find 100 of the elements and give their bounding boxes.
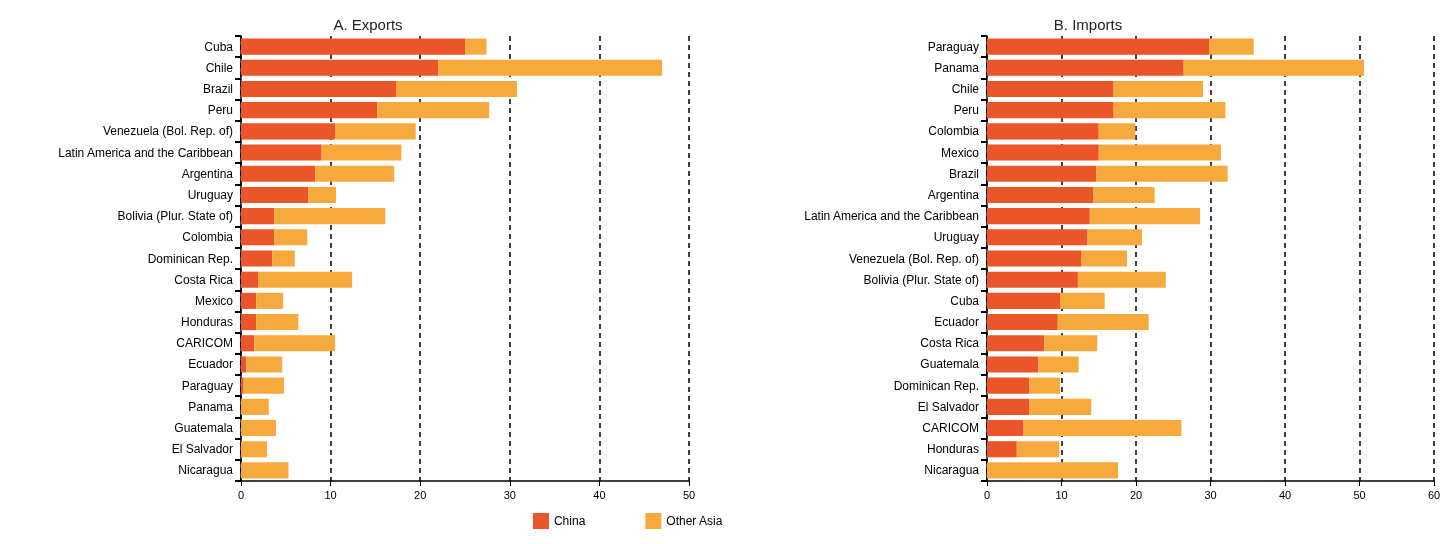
bar: [241, 250, 273, 267]
x-tick-label: 10: [1055, 488, 1068, 501]
bar: [987, 144, 1099, 161]
y-tick-label: Ecuador: [934, 315, 979, 330]
y-tick-label: Cuba: [204, 39, 234, 54]
x-tick-label: 40: [593, 488, 606, 501]
x-tick-label: 20: [414, 488, 427, 501]
y-tick-label: Ecuador: [188, 357, 233, 372]
bar: [1077, 271, 1166, 288]
x-tick-label: 50: [1353, 488, 1366, 501]
bar: [1057, 314, 1149, 331]
bar: [1029, 398, 1092, 415]
y-tick-label: Nicaragua: [178, 463, 234, 478]
y-tick-label: CARICOM: [176, 336, 233, 351]
y-tick-label: El Salvador: [171, 442, 233, 457]
bar: [241, 59, 439, 76]
bar: [1044, 335, 1098, 352]
x-tick-label: 60: [1427, 488, 1441, 501]
bar: [396, 80, 517, 98]
bar: [258, 271, 353, 288]
bar: [987, 59, 1184, 76]
bar: [256, 292, 284, 309]
x-tick-label: 0: [237, 488, 245, 501]
bar: [987, 441, 1017, 458]
bar: [241, 377, 244, 394]
bar: [987, 208, 1090, 225]
x-tick-label: 20: [1129, 488, 1143, 501]
y-tick-label: Peru: [953, 103, 979, 118]
bar: [241, 419, 276, 437]
bar: [465, 38, 487, 55]
bar: [274, 208, 386, 225]
bar: [1096, 165, 1228, 182]
bar: [987, 314, 1058, 331]
bar: [987, 165, 1097, 182]
bar: [308, 186, 336, 203]
y-tick-label: Colombia: [182, 230, 234, 245]
y-tick-label: Colombia: [928, 124, 980, 139]
bar: [321, 144, 402, 161]
bar: [246, 356, 283, 373]
y-tick-label: Paraguay: [181, 378, 233, 393]
bar: [987, 377, 1030, 394]
y-tick-label: Mexico: [940, 145, 980, 160]
y-tick-label: Peru: [207, 103, 233, 118]
bar: [987, 102, 1114, 119]
bar: [241, 292, 257, 309]
bar: [241, 38, 465, 55]
y-tick-label: Brazil: [202, 81, 233, 96]
bar: [1098, 144, 1221, 161]
bar: [987, 123, 1099, 140]
bar: [1060, 292, 1105, 309]
y-tick-label: Latin America and the Caribbean: [58, 145, 233, 160]
bar: [274, 229, 308, 246]
bar: [241, 462, 289, 479]
y-tick-label: Guatemala: [920, 357, 980, 372]
chart-title: A. Exports: [333, 16, 403, 33]
bar: [987, 229, 1088, 246]
bar: [241, 356, 247, 373]
bar: [987, 462, 1119, 479]
y-tick-label: Argentina: [181, 166, 234, 181]
y-tick-label: Venezuela (Bol. Rep. of): [102, 124, 233, 139]
legend-label: Other Asia: [666, 514, 723, 528]
y-tick-label: Venezuela (Bol. Rep. of): [848, 251, 979, 266]
bar: [1209, 38, 1254, 55]
bar: [987, 356, 1039, 373]
y-tick-label: Guatemala: [174, 421, 234, 436]
bar: [241, 165, 316, 182]
y-tick-label: Paraguay: [927, 39, 979, 54]
bar: [1113, 80, 1204, 98]
bar: [241, 398, 269, 415]
bar: [1087, 229, 1142, 246]
bar: [335, 123, 416, 140]
y-tick-label: Honduras: [180, 315, 233, 330]
bar: [1081, 250, 1128, 267]
y-tick-label: Dominican Rep.: [893, 378, 979, 393]
bar: [377, 102, 490, 119]
y-tick-label: Panama: [188, 399, 234, 414]
y-tick-label: Brazil: [948, 166, 979, 181]
bar: [1098, 123, 1136, 140]
y-tick-label: Costa Rica: [920, 336, 980, 351]
bar: [987, 80, 1114, 98]
bar: [256, 314, 299, 331]
chart-title: B. Imports: [1053, 16, 1123, 33]
bar: [987, 186, 1094, 203]
y-tick-label: Bolivia (Plur. State of): [117, 209, 233, 224]
y-tick-label: Bolivia (Plur. State of): [863, 272, 979, 287]
bar: [1113, 102, 1226, 119]
bar: [241, 271, 259, 288]
x-tick-label: 0: [983, 488, 991, 501]
bar: [1029, 377, 1061, 394]
y-tick-label: Mexico: [194, 293, 234, 308]
x-tick-label: 30: [503, 488, 516, 501]
y-tick-label: Latin America and the Caribbean: [804, 209, 979, 224]
bar: [1016, 441, 1060, 458]
bar: [987, 398, 1030, 415]
legend-label: China: [553, 514, 586, 528]
bar: [254, 335, 336, 352]
bar: [315, 165, 395, 182]
y-tick-label: Nicaragua: [924, 463, 980, 478]
bar: [272, 250, 295, 267]
bar: [987, 250, 1082, 267]
